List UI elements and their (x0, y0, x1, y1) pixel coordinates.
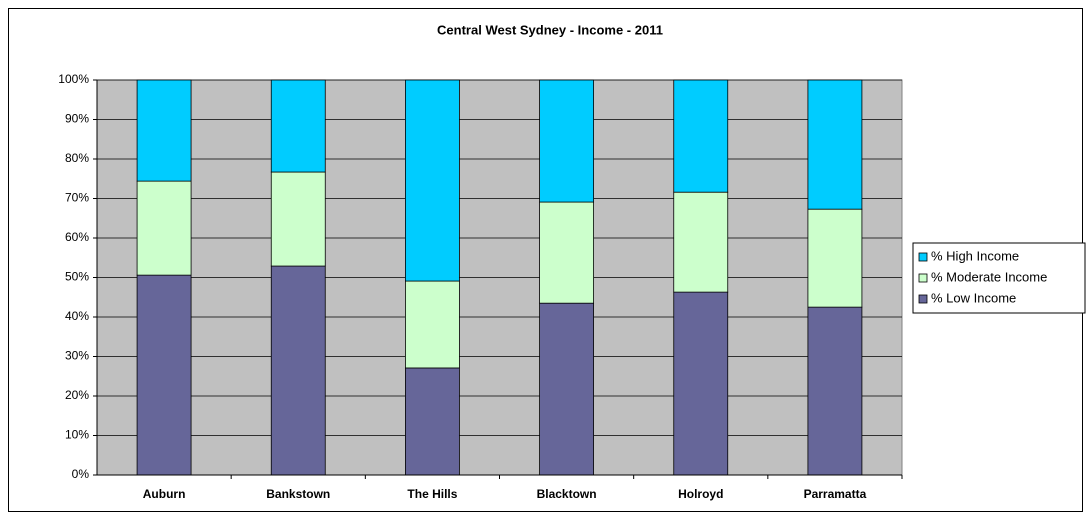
bar-segment (405, 79, 460, 282)
bar-segment (539, 79, 594, 203)
legend-label: % Moderate Income (931, 269, 1047, 284)
bar-segment (673, 291, 729, 476)
chart-title: Central West Sydney - Income - 2011 (437, 22, 663, 37)
legend-swatch (918, 273, 928, 283)
bar-segment (270, 265, 326, 476)
bar-segment (136, 180, 192, 276)
y-tick-label: 80% (65, 151, 89, 165)
bar-segment (270, 171, 326, 267)
bar-segment (807, 306, 863, 476)
x-tick-label: Bankstown (266, 487, 330, 501)
y-tick-label: 70% (65, 191, 89, 205)
y-tick-label: 20% (65, 388, 89, 402)
y-tick-label: 100% (58, 72, 89, 86)
x-tick-label: Parramatta (804, 487, 867, 501)
bar-segment (807, 79, 863, 210)
legend-box (912, 242, 1086, 314)
x-tick-label: Blacktown (537, 487, 597, 501)
bar-segment (270, 79, 326, 173)
bar-segment (136, 79, 192, 182)
bar-segment (136, 274, 192, 476)
bar-segment (807, 208, 863, 308)
y-tick-label: 0% (72, 467, 90, 481)
legend-swatch (918, 294, 928, 304)
bar-segment (405, 280, 460, 369)
legend-label: % Low Income (931, 290, 1016, 305)
legend-swatch (918, 252, 928, 262)
y-tick-label: 40% (65, 309, 89, 323)
bar-segment (673, 79, 729, 193)
legend-label: % High Income (931, 248, 1019, 263)
y-tick-label: 30% (65, 349, 89, 363)
y-tick-label: 50% (65, 270, 89, 284)
y-tick-label: 10% (65, 428, 89, 442)
bar-segment (539, 201, 594, 304)
bar-segment (405, 367, 460, 476)
x-tick-label: Holroyd (678, 487, 723, 501)
x-tick-label: Auburn (143, 487, 186, 501)
y-tick-label: 60% (65, 230, 89, 244)
bar-segment (673, 191, 729, 293)
bar-segment (539, 302, 594, 476)
x-tick-label: The Hills (407, 487, 457, 501)
y-tick-label: 90% (65, 112, 89, 126)
